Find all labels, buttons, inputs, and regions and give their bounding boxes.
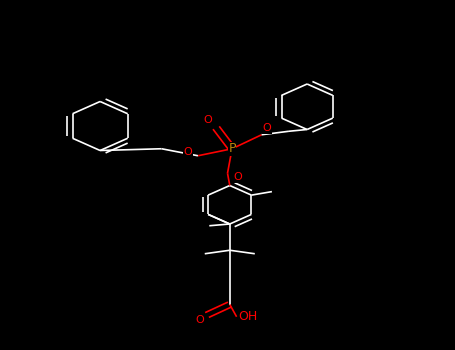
Text: O: O — [263, 124, 272, 133]
Text: O: O — [233, 173, 242, 182]
Text: OH: OH — [238, 310, 258, 323]
Text: O: O — [203, 115, 212, 125]
Text: O: O — [196, 315, 205, 325]
Text: P: P — [228, 142, 236, 155]
Text: O: O — [183, 147, 192, 156]
